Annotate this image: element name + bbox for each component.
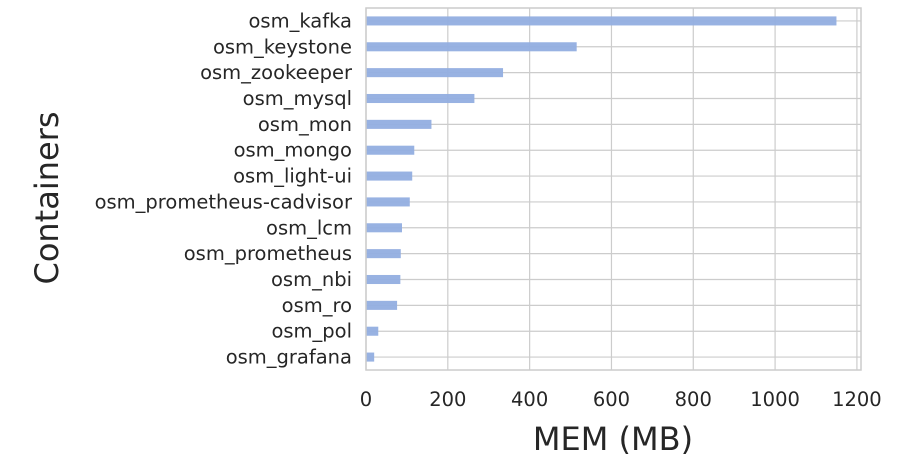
bar-osm-light-ui [366,171,413,181]
grid-layer [365,8,861,370]
y-tick-label: osm_keystone [213,35,352,58]
bar-osm-mon [366,119,432,129]
bar-osm-pol [366,326,379,336]
x-tick-label: 800 [675,388,712,411]
bar-osm-nbi [366,274,401,285]
bar-osm-mongo [366,145,415,155]
bar-osm-lcm [366,223,402,233]
x-axis-label: MEM (MB) [533,420,693,458]
y-tick-label: osm_grafana [226,346,352,369]
y-tick-label: osm_kafka [249,9,353,32]
y-tick-label: osm_light-ui [233,165,352,188]
x-tick-label: 1200 [832,388,882,411]
x-tick-label: 600 [593,388,630,411]
y-tick-label: osm_lcm [266,216,352,239]
bar-osm-zookeeper [366,68,504,78]
bar-osm-prometheus-cadvisor [366,197,410,207]
bar-osm-mysql [366,93,475,104]
y-tick-labels: osm_kafka osm_keystone osm_zookeeper osm_my… [95,9,353,368]
x-tick-label: 200 [429,388,466,411]
bar-osm-kafka [366,16,837,26]
y-tick-label: osm_prometheus [184,242,352,265]
x-tick-labels: 0 200 400 600 800 1000 1200 [360,388,882,411]
y-tick-label: osm_pol [271,320,352,343]
y-tick-label: osm_zookeeper [200,61,353,84]
y-tick-label: osm_mon [258,113,352,136]
y-axis-label: Containers [28,111,66,284]
bar-osm-ro [366,300,398,310]
bars-layer [366,16,837,362]
bar-osm-prometheus [366,249,401,259]
frame-layer [365,7,862,371]
plot-frame [365,7,862,371]
x-tick-label: 0 [360,388,372,411]
y-tick-label: osm_ro [282,294,352,317]
y-tick-label: osm_prometheus-cadvisor [95,190,353,213]
bar-osm-grafana [366,352,375,362]
bar-osm-keystone [366,42,577,52]
y-tick-label: osm_mongo [234,139,352,162]
x-tick-label: 400 [511,388,548,411]
y-tick-label: osm_nbi [271,268,352,291]
y-tick-label: osm_mysql [243,87,352,110]
x-tick-label: 1000 [750,388,800,411]
